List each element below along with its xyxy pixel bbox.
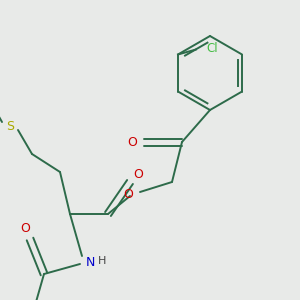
Text: S: S: [6, 119, 14, 133]
Text: O: O: [127, 136, 137, 148]
Text: O: O: [133, 167, 143, 181]
Text: Cl: Cl: [206, 42, 218, 55]
Text: N: N: [86, 256, 95, 268]
Text: H: H: [98, 256, 106, 266]
Text: O: O: [20, 223, 30, 236]
Text: O: O: [123, 188, 133, 200]
